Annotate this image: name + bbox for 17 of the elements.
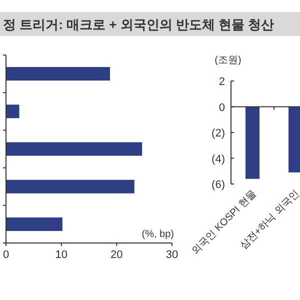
x-tick-label: 10 <box>55 249 68 261</box>
x-tick-label: 20 <box>110 249 123 261</box>
y-tick-label: 0 <box>218 102 225 114</box>
bar <box>6 104 20 118</box>
bar <box>6 180 134 194</box>
bar <box>6 217 62 231</box>
chart-title: 정 트리거: 매크로 + 외국인의 반도체 현물 청산 <box>3 17 274 32</box>
annotation: (%, bp) <box>142 229 174 240</box>
y-tick-label: (6) <box>212 179 225 191</box>
y-tick-label: (4) <box>212 153 225 166</box>
x-tick-label: 30 <box>166 249 178 261</box>
x-tick-label: 0 <box>2 249 10 261</box>
y-tick-label: (2) <box>212 128 225 140</box>
y-axis-title: (조원) <box>214 55 242 66</box>
y-tick-label: 2 <box>218 76 225 88</box>
bar <box>6 142 142 156</box>
bar <box>6 67 110 81</box>
